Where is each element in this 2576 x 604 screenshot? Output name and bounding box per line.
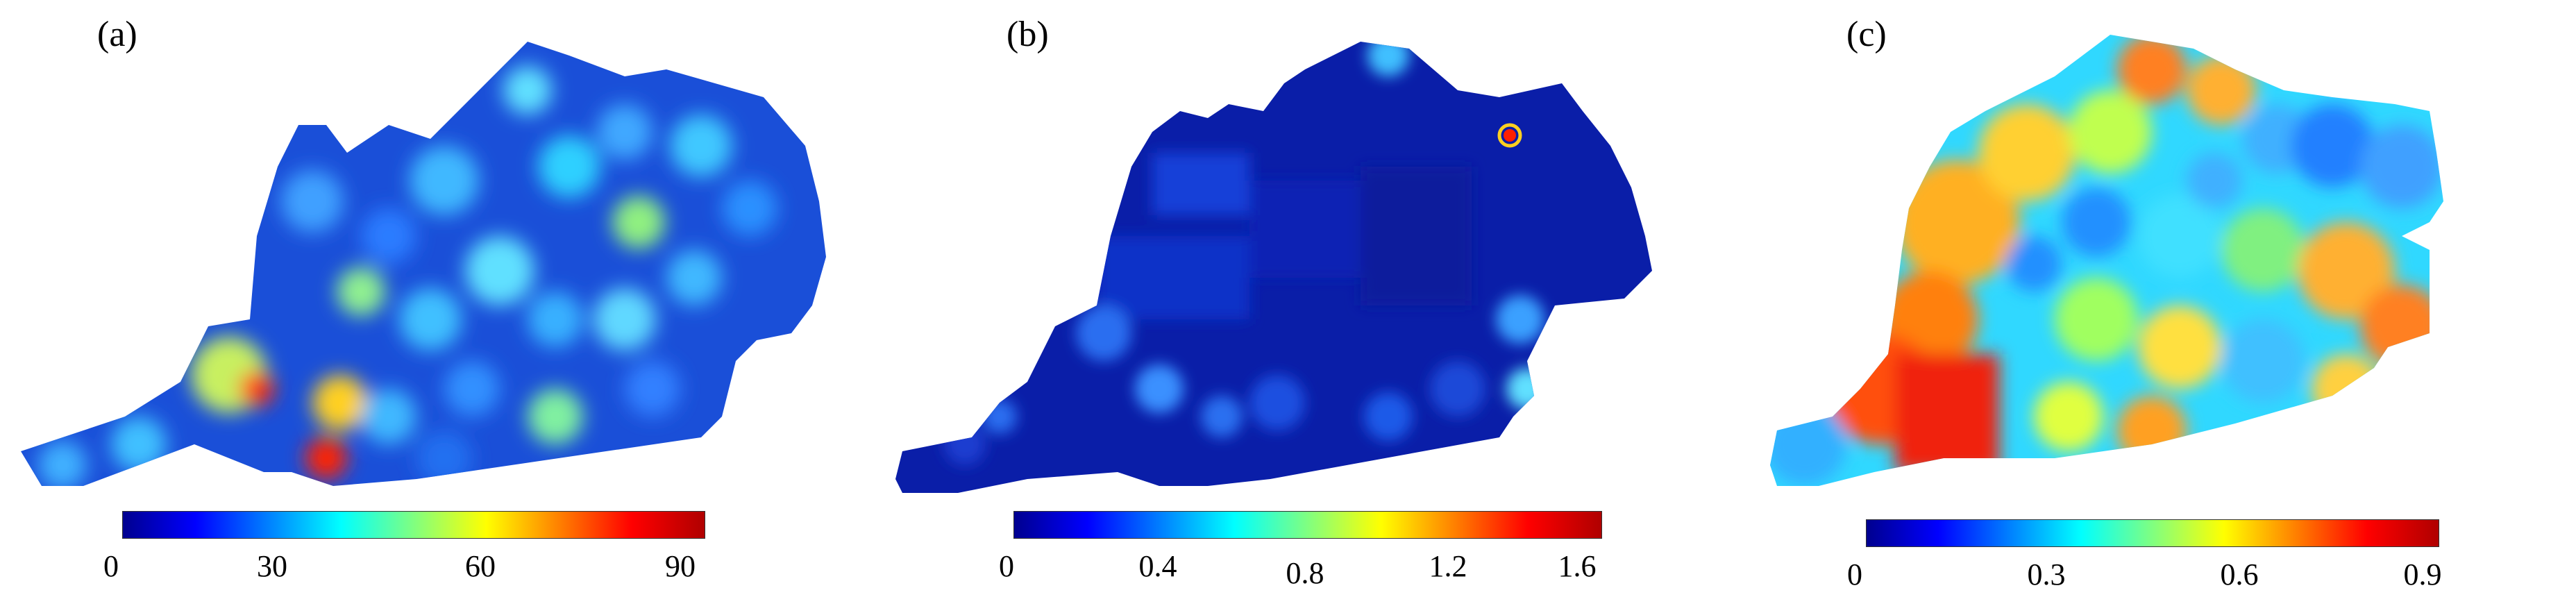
panel-c-tick-label: 0.9 (2403, 557, 2442, 592)
panel-b-tick-label: 1.6 (1558, 549, 1597, 583)
panel-a-colorbar (122, 511, 705, 539)
panel-b: (b) (861, 0, 1721, 604)
panel-c-tick-label: 0.6 (2220, 557, 2259, 592)
panel-a-tick-label: 30 (257, 549, 287, 583)
panel-a: (a) (0, 0, 833, 604)
panel-b-tick-label: 0.4 (1138, 549, 1177, 583)
panel-b-tick-label: 0.8 (1286, 556, 1324, 590)
panel-c-tick-label: 0 (1847, 557, 1862, 592)
panel-b-tick-label: 1.2 (1429, 549, 1467, 583)
panel-a-label: (a) (97, 15, 137, 54)
panel-a-tick-label: 60 (465, 549, 496, 583)
panel-c-heatmap (1770, 35, 2443, 486)
panel-b-tick-label: 0 (999, 549, 1014, 583)
panel-c: (c) (1735, 0, 2576, 604)
panel-a-tick-label: 0 (103, 549, 119, 583)
panel-c-tick-label: 0.3 (2027, 557, 2066, 592)
panel-b-heatmap (895, 42, 1652, 493)
panel-b-label: (b) (1007, 15, 1049, 54)
panel-a-tick-label: 90 (665, 549, 696, 583)
panel-c-label: (c) (1846, 15, 1887, 54)
panel-b-colorbar (1013, 511, 1602, 539)
panel-a-heatmap (21, 42, 826, 486)
panel-c-colorbar (1866, 519, 2439, 547)
